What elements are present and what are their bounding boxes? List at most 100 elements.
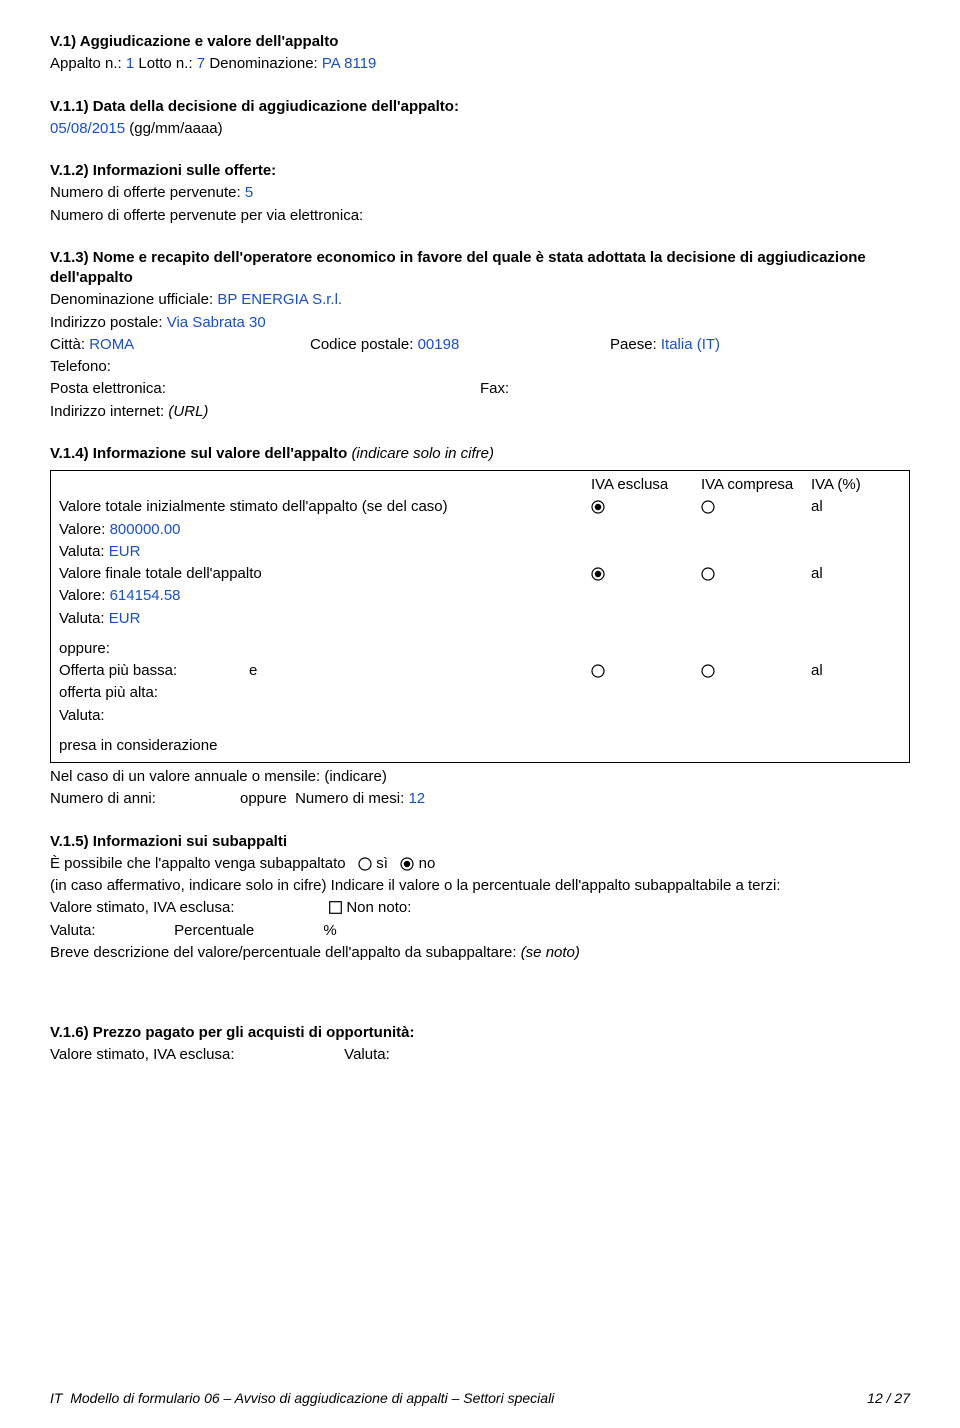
- off-alta-label: offerta più alta:: [59, 683, 901, 703]
- percentuale-label: Percentuale: [174, 921, 319, 941]
- breve-desc-label: Breve descrizione del valore/percentuale…: [50, 944, 517, 961]
- v16-line: Valore stimato, IVA esclusa: Valuta:: [50, 1045, 910, 1065]
- row2-label: Valore finale totale dell'appalto: [59, 564, 591, 584]
- date-value: 05/08/2015: [50, 120, 125, 137]
- hdr-iva-compresa: IVA compresa: [701, 475, 811, 495]
- row2-valore-value: 614154.58: [110, 587, 181, 604]
- paese-label: Paese:: [610, 336, 657, 353]
- v16-valuta-label: Valuta:: [344, 1046, 390, 1063]
- radio-off-icon[interactable]: [358, 857, 372, 871]
- url-label: (URL): [168, 403, 208, 420]
- heading-v14-a: V.1.4) Informazione sul valore dell'appa…: [50, 445, 347, 462]
- row2-valore: Valore: 614154.58: [59, 586, 901, 606]
- heading-v16: V.1.6) Prezzo pagato per gli acquisti di…: [50, 1023, 910, 1043]
- row2-valore-label: Valore:: [59, 587, 105, 604]
- radio-off-icon[interactable]: [701, 500, 715, 514]
- subap-line2: (in caso affermativo, indicare solo in c…: [50, 876, 910, 896]
- heading-v13: V.1.3) Nome e recapito dell'operatore ec…: [50, 248, 910, 289]
- num-offerte-e-label: Numero di offerte pervenute per via elet…: [50, 206, 910, 226]
- ind-postale-line: Indirizzo postale: Via Sabrata 30: [50, 313, 910, 333]
- date-format: (gg/mm/aaaa): [129, 120, 222, 137]
- presa-label: presa in considerazione: [59, 736, 901, 756]
- num-mesi-label: Numero di mesi:: [295, 790, 404, 807]
- row1-valuta: Valuta: EUR: [59, 542, 901, 562]
- row1-valuta-label: Valuta:: [59, 543, 105, 560]
- fax-label: Fax:: [480, 379, 910, 399]
- after-line2: Numero di anni: oppure Numero di mesi: 1…: [50, 789, 910, 809]
- heading-v14-b: (indicare solo in cifre): [351, 445, 494, 462]
- row2-valuta-value: EUR: [109, 610, 141, 627]
- radio-off-icon[interactable]: [701, 567, 715, 581]
- denom-uff-line: Denominazione ufficiale: BP ENERGIA S.r.…: [50, 290, 910, 310]
- num-mesi-value: 12: [408, 790, 425, 807]
- num-offerte-value: 5: [245, 184, 253, 201]
- denom-uff-label: Denominazione ufficiale:: [50, 291, 213, 308]
- tel-label: Telefono:: [50, 357, 910, 377]
- non-noto-label: Non noto:: [346, 899, 411, 916]
- appalto-n-value: 1: [126, 55, 134, 72]
- si-label: sì: [376, 854, 388, 874]
- hdr-iva-pct: IVA (%): [811, 475, 901, 495]
- table-row: Valore totale inizialmente stimato dell'…: [59, 497, 901, 517]
- heading-v15: V.1.5) Informazioni sui subappalti: [50, 832, 910, 852]
- al-label: al: [811, 564, 901, 584]
- footer-title: Modello di formulario 06 – Avviso di agg…: [70, 1390, 554, 1406]
- footer: IT Modello di formulario 06 – Avviso di …: [50, 1389, 910, 1408]
- row1-valore-label: Valore:: [59, 521, 105, 538]
- denominazione-value: PA 8119: [322, 55, 377, 72]
- heading-v14: V.1.4) Informazione sul valore dell'appa…: [50, 444, 910, 464]
- posta-el-label: Posta elettronica:: [50, 379, 480, 399]
- valuta-label: Valuta:: [59, 706, 901, 726]
- subap-text: È possibile che l'appalto venga subappal…: [50, 855, 346, 872]
- heading-v12: V.1.2) Informazioni sulle offerte:: [50, 161, 910, 181]
- denom-uff-value: BP ENERGIA S.r.l.: [217, 291, 342, 308]
- subap-line5: Breve descrizione del valore/percentuale…: [50, 943, 910, 963]
- row1-valore-value: 800000.00: [110, 521, 181, 538]
- denominazione-label: Denominazione:: [209, 55, 317, 72]
- hdr-iva-esclusa: IVA esclusa: [591, 475, 701, 495]
- e-label: e: [249, 661, 489, 681]
- radio-off-icon[interactable]: [591, 664, 605, 678]
- after-line1: Nel caso di un valore annuale o mensile:…: [50, 767, 910, 787]
- table-row: Offerta più bassa: e al: [59, 661, 901, 681]
- city-line: Città: ROMA Codice postale: 00198 Paese:…: [50, 335, 910, 355]
- row1-label: Valore totale inizialmente stimato dell'…: [59, 497, 591, 517]
- radio-off-icon[interactable]: [701, 664, 715, 678]
- num-anni-label: Numero di anni:: [50, 789, 240, 809]
- table-row: Valore finale totale dell'appalto al: [59, 564, 901, 584]
- no-label: no: [419, 854, 436, 874]
- oppure-label: oppure:: [59, 639, 901, 659]
- se-noto-label: (se noto): [521, 944, 580, 961]
- row2-valuta-label: Valuta:: [59, 610, 105, 627]
- citta-value: ROMA: [89, 336, 134, 353]
- table-header: IVA esclusa IVA compresa IVA (%): [59, 475, 901, 495]
- posta-fax-line: Posta elettronica: Fax:: [50, 379, 910, 399]
- val-stim-label: Valore stimato, IVA esclusa:: [50, 898, 325, 918]
- ind-int-label: Indirizzo internet:: [50, 403, 164, 420]
- ind-postale-label: Indirizzo postale:: [50, 314, 163, 331]
- oppure-text: oppure: [240, 790, 287, 807]
- ind-int-line: Indirizzo internet: (URL): [50, 402, 910, 422]
- paese-value: Italia (IT): [661, 336, 720, 353]
- appalto-n-label: Appalto n.:: [50, 55, 122, 72]
- radio-on-icon[interactable]: [591, 500, 605, 514]
- pct-symbol: %: [323, 922, 336, 939]
- valuta-label2: Valuta:: [50, 921, 170, 941]
- subap-line3: Valore stimato, IVA esclusa: Non noto:: [50, 898, 910, 918]
- date-line: 05/08/2015 (gg/mm/aaaa): [50, 119, 910, 139]
- checkbox-off-icon[interactable]: [329, 899, 346, 916]
- num-offerte-label: Numero di offerte pervenute:: [50, 184, 241, 201]
- row2-valuta: Valuta: EUR: [59, 609, 901, 629]
- radio-on-icon[interactable]: [400, 857, 414, 871]
- page: V.1) Aggiudicazione e valore dell'appalt…: [0, 0, 960, 1428]
- radio-on-icon[interactable]: [591, 567, 605, 581]
- lotto-n-label: Lotto n.:: [138, 55, 192, 72]
- subap-line4: Valuta: Percentuale %: [50, 921, 910, 941]
- citta-label: Città:: [50, 336, 85, 353]
- heading-v1: V.1) Aggiudicazione e valore dell'appalt…: [50, 32, 910, 52]
- al-label: al: [811, 497, 901, 517]
- appalto-line: Appalto n.: 1 Lotto n.: 7 Denominazione:…: [50, 54, 910, 74]
- row1-valore: Valore: 800000.00: [59, 520, 901, 540]
- footer-lang: IT: [50, 1390, 62, 1406]
- row1-valuta-value: EUR: [109, 543, 141, 560]
